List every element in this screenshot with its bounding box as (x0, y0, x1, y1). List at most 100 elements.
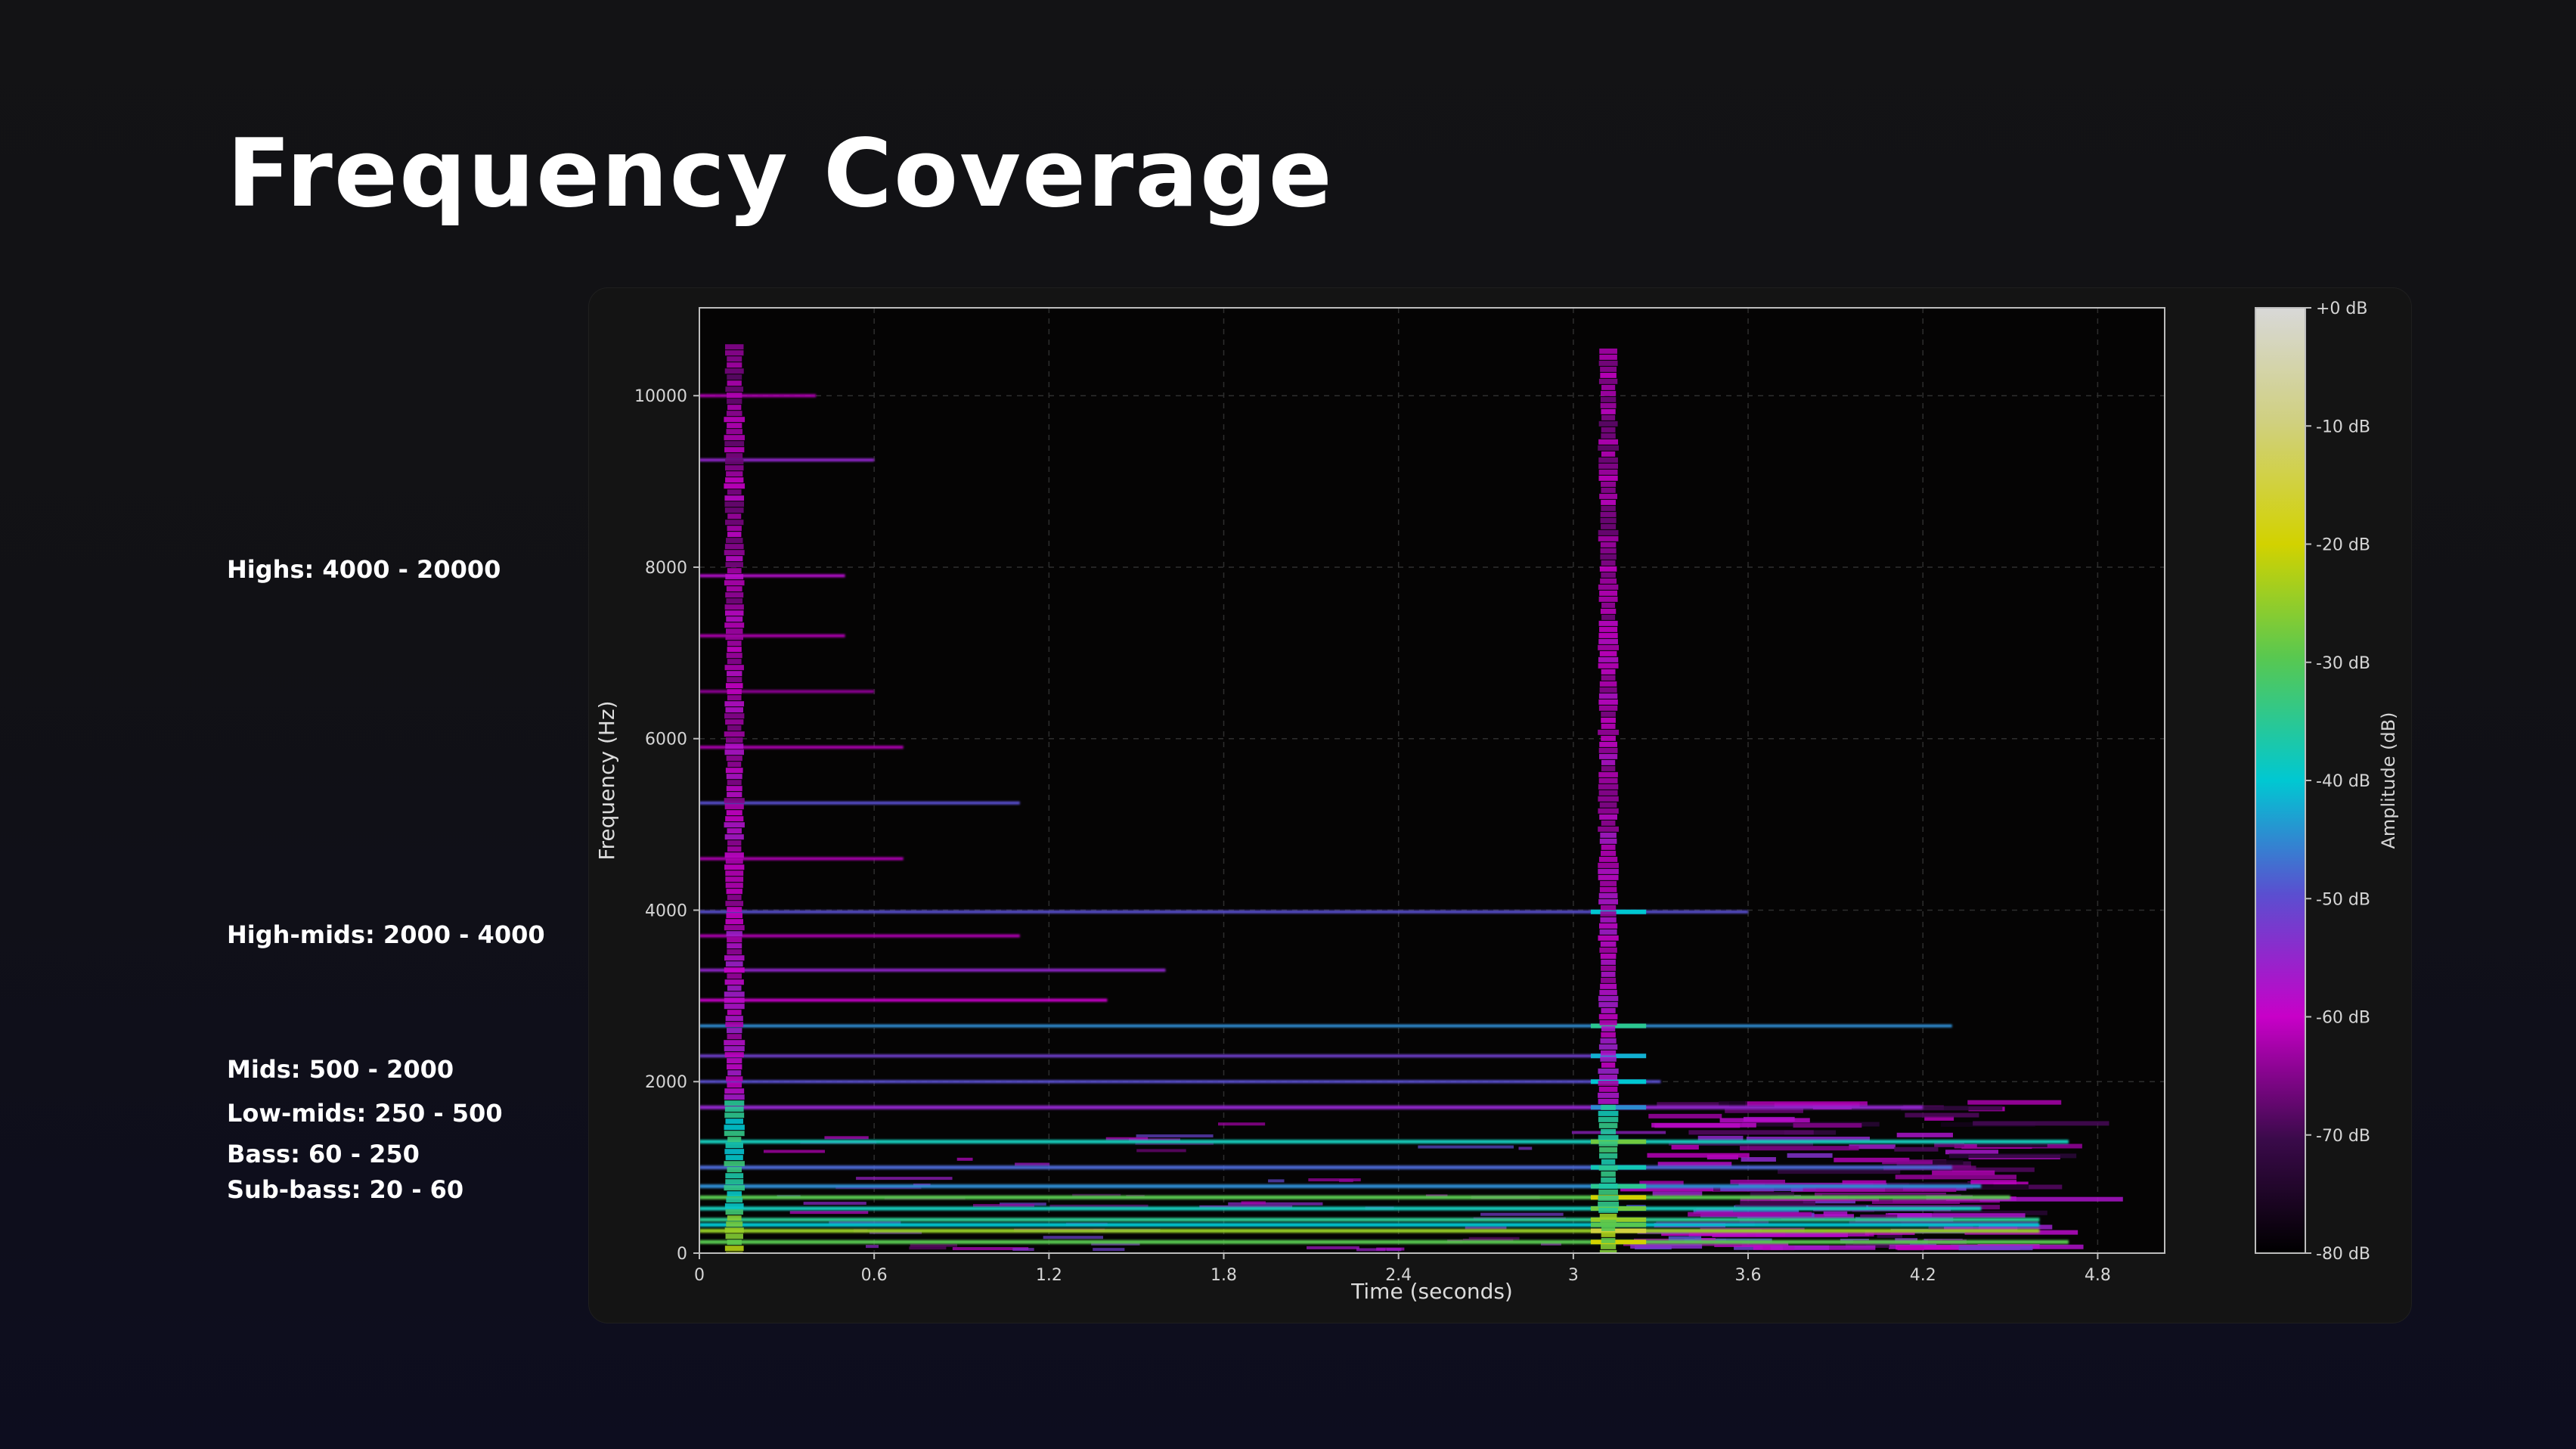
onset-column-0 (725, 1209, 743, 1215)
onset-column-1 (1601, 765, 1616, 771)
x-axis-ticks: 0 0.6 1.2 1.8 2.4 3 3.6 4.2 4.8 (694, 1253, 2111, 1285)
onset-column-1 (1600, 1219, 1617, 1225)
partial-line-18 (699, 801, 1020, 805)
onset-column-1 (1601, 602, 1616, 608)
noise-mark (1750, 1192, 1794, 1197)
noise-mark (909, 1246, 947, 1250)
onset-column-0 (727, 568, 742, 574)
onset-column-0 (727, 362, 742, 368)
onset-column-0 (726, 889, 742, 895)
noise-mark (763, 1150, 826, 1153)
onset-column-0 (727, 725, 742, 731)
onset-column-0 (727, 780, 742, 786)
onset-column-1 (1601, 717, 1616, 723)
band-label-mids: Mids: 500 - 2000 (227, 1055, 454, 1084)
onset-column-0 (724, 1046, 745, 1052)
partial-attack-9 (1590, 1105, 1647, 1110)
noise-mark (1973, 1121, 2109, 1126)
noise-mark (956, 1157, 973, 1161)
onset-column-1 (1598, 644, 1620, 650)
noise-mark (1885, 1213, 2026, 1218)
onset-column-1 (1598, 1098, 1619, 1104)
onset-column-1 (1601, 572, 1616, 578)
onset-column-1 (1599, 1153, 1618, 1159)
partial-line-12 (699, 1024, 1952, 1028)
onset-column-0 (727, 399, 742, 405)
noise-mark (1834, 1157, 1910, 1162)
onset-column-1 (1598, 995, 1619, 1001)
onset-column-0 (724, 713, 745, 719)
partial-line-9 (699, 1105, 1923, 1109)
onset-column-0 (724, 1004, 745, 1010)
onset-column-0 (727, 1034, 742, 1040)
noise-mark (1712, 1232, 1848, 1237)
onset-column-0 (724, 822, 745, 828)
noise-mark (1932, 1170, 1995, 1175)
x-tick-label-0: 0 (694, 1266, 705, 1285)
onset-column-1 (1599, 687, 1617, 693)
onset-column-0 (724, 979, 744, 985)
partial-line-14 (699, 968, 1166, 972)
onset-column-1 (1600, 1050, 1617, 1056)
onset-column-1 (1598, 862, 1619, 868)
onset-column-0 (726, 810, 742, 816)
x-tick-label-8: 4.8 (2085, 1266, 2111, 1285)
x-axis-label: Time (seconds) (1350, 1279, 1513, 1304)
onset-column-1 (1600, 541, 1617, 548)
onset-column-1 (1598, 705, 1618, 711)
band-label-high-mids: High-mids: 2000 - 4000 (227, 920, 545, 949)
onset-column-1 (1601, 414, 1616, 420)
slide-title: Frequency Coverage (227, 119, 1334, 228)
onset-column-1 (1600, 396, 1617, 402)
onset-column-0 (725, 743, 744, 749)
onset-column-1 (1601, 971, 1616, 977)
partial-attack-2 (1590, 1222, 1647, 1227)
onset-column-0 (725, 1155, 743, 1161)
onset-column-1 (1598, 469, 1618, 475)
onset-column-1 (1601, 711, 1616, 717)
plot-frame (699, 307, 2165, 1254)
onset-column-1 (1599, 947, 1617, 953)
onset-column-1 (1600, 983, 1617, 989)
noise-mark (1976, 1142, 2047, 1147)
y-tick-label-2: 4000 (645, 901, 687, 920)
onset-column-1 (1601, 614, 1616, 620)
noise-mark (1647, 1153, 1750, 1158)
onset-column-1 (1601, 735, 1616, 741)
colorbar-tick-label-6: -60 dB (2316, 1009, 2370, 1028)
onset-column-0 (727, 1137, 742, 1143)
colorbar-tick-label-0: +0 dB (2316, 299, 2367, 318)
onset-column-1 (1598, 632, 1618, 638)
onset-column-1 (1601, 408, 1616, 414)
onset-column-0 (724, 550, 745, 556)
onset-column-0 (726, 931, 742, 937)
onset-column-1 (1599, 1019, 1617, 1025)
onset-column-1 (1598, 693, 1618, 699)
onset-column-1 (1598, 777, 1618, 783)
onset-column-1 (1601, 1177, 1617, 1183)
onset-column-1 (1600, 1038, 1617, 1044)
onset-column-1 (1598, 898, 1619, 904)
onset-column-1 (1598, 856, 1618, 862)
noise-mark (1967, 1100, 2062, 1105)
onset-column-0 (724, 991, 745, 998)
onset-column-1 (1599, 753, 1618, 759)
onset-column-1 (1599, 838, 1617, 844)
onset-column-1 (1601, 1231, 1616, 1237)
noise-mark (1015, 1162, 1050, 1166)
onset-column-0 (727, 1064, 742, 1070)
onset-column-1 (1598, 1201, 1620, 1207)
band-label-sub-bass: Sub-bass: 20 - 60 (227, 1175, 464, 1204)
onset-column-0 (724, 1149, 745, 1155)
colorbar-tick-label-1: -10 dB (2316, 417, 2370, 436)
onset-column-1 (1598, 1001, 1618, 1007)
noise-mark (856, 1177, 953, 1181)
onset-column-1 (1598, 1110, 1619, 1116)
onset-column-0 (727, 907, 742, 913)
onset-column-1 (1601, 1159, 1616, 1165)
noise-mark (1268, 1179, 1285, 1183)
onset-column-0 (725, 870, 744, 877)
onset-column-0 (726, 786, 742, 792)
onset-column-1 (1600, 904, 1617, 911)
partial-line-8 (699, 1140, 2069, 1144)
